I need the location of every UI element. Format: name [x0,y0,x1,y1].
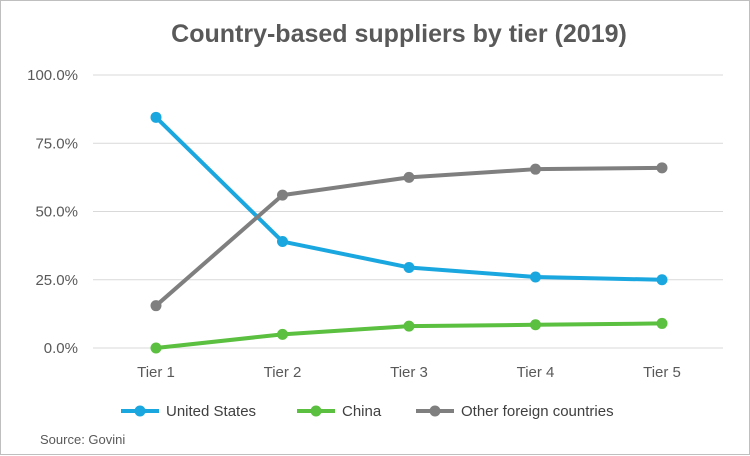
data-point [277,189,288,201]
legend: United States China Other foreign countrie… [121,403,614,420]
y-tick-label: 25.0% [35,272,78,289]
data-point [530,271,541,283]
x-tick-label: Tier 3 [390,364,428,381]
legend-marker [429,405,441,417]
source-note: Source: Govini [40,432,125,447]
series-united-states [150,111,668,286]
legend-item: United States [121,403,256,420]
x-tick-label: Tier 5 [643,364,681,381]
legend-marker [310,405,322,417]
data-point [150,342,162,354]
data-point [150,300,162,312]
chart-title: Country-based suppliers by tier (2019) [171,20,627,48]
data-point [150,111,162,123]
y-tick-label: 0.0% [44,340,78,357]
y-axis-tick-labels: 0.0% 25.0% 50.0% 75.0% 100.0% [27,67,78,357]
x-tick-label: Tier 2 [264,364,302,381]
data-point [403,320,415,332]
data-point [530,319,541,331]
data-point [403,171,415,183]
data-point [656,274,668,286]
x-tick-label: Tier 4 [517,364,555,381]
y-tick-label: 100.0% [27,67,78,84]
data-point [530,163,541,175]
series-china [150,317,668,354]
legend-item: Other foreign countries [416,403,614,420]
series-lines [150,111,668,354]
x-axis-tick-labels: Tier 1 Tier 2 Tier 3 Tier 4 Tier 5 [137,364,681,381]
legend-label: United States [166,403,256,420]
series-other-foreign-countries [150,162,668,312]
data-point [277,328,288,340]
data-point [277,236,288,248]
legend-item: China [297,403,382,420]
gridlines [93,74,723,349]
x-tick-label: Tier 1 [137,364,175,381]
series-line [154,165,664,308]
data-point [656,317,668,329]
legend-label: China [342,403,382,420]
y-tick-label: 50.0% [35,204,78,221]
series-line [154,115,664,282]
y-tick-label: 75.0% [35,135,78,152]
data-point [656,162,668,174]
legend-marker [134,405,146,417]
data-point [403,261,415,273]
legend-label: Other foreign countries [461,403,614,420]
